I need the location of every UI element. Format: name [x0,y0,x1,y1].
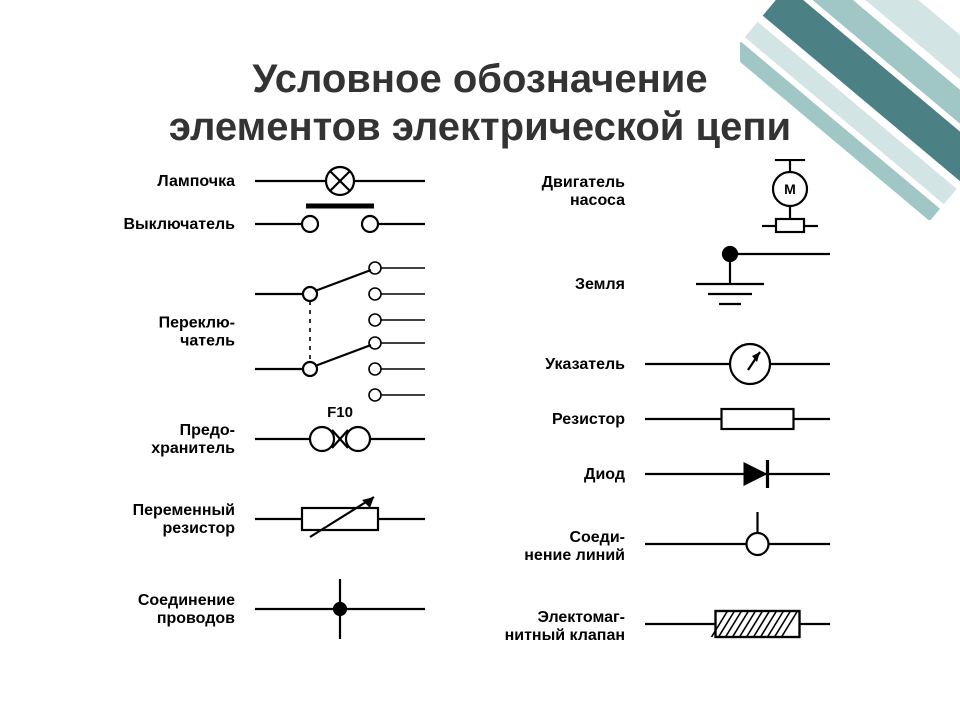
svg-text:Соеди-: Соеди- [569,529,625,546]
svg-text:хранитель: хранитель [151,440,235,457]
slide-title-line2: элементов электрической цепи [169,105,791,149]
symbol-motor: Двигательнасоса М [542,159,818,232]
symbol-var-resistor: Переменныйрезистор [133,497,425,537]
svg-text:Земля: Земля [575,276,625,293]
slide-title-line1: Условное обозначение [252,57,707,101]
svg-text:Электомаг-: Электомаг- [537,609,625,626]
svg-text:Лампочка: Лампочка [157,173,235,190]
symbol-line-connection: Соеди-нение линий [524,512,830,564]
svg-text:Двигатель: Двигатель [542,174,626,191]
svg-text:Указатель: Указатель [545,356,625,373]
svg-text:чатель: чатель [180,333,235,350]
circuit-symbols-figure: ЛампочкаВыключательПереклю-чательПредо-х… [70,159,890,689]
svg-text:Предо-: Предо- [180,422,235,439]
svg-text:нение линий: нение линий [524,547,625,564]
svg-text:М: М [784,181,796,197]
svg-text:нитный клапан: нитный клапан [505,627,625,644]
svg-text:Резистор: Резистор [552,411,625,428]
svg-text:Диод: Диод [584,466,625,483]
svg-text:насоса: насоса [570,192,625,209]
symbol-resistor: Резистор [552,409,830,429]
symbol-indicator: Указатель [545,344,830,384]
slide-title: Условное обозначение элементов электриче… [0,0,960,151]
svg-text:проводов: проводов [157,610,235,627]
svg-text:Переменный: Переменный [133,502,235,519]
symbol-selector: Переклю-чатель [159,262,425,401]
svg-text:Выключатель: Выключатель [123,216,235,233]
svg-text:Соединение: Соединение [138,592,235,609]
symbol-solenoid-valve: Электомаг-нитный клапан [505,609,830,644]
symbol-lamp: Лампочка [157,167,425,195]
symbol-switch: Выключатель [123,206,425,233]
svg-text:резистор: резистор [162,520,235,537]
symbol-ground: Земля [575,247,830,304]
symbol-wire-junction: Соединениепроводов [138,579,425,639]
svg-text:F10: F10 [327,404,353,421]
symbol-diode: Диод [584,460,830,488]
symbol-fuse: Предо-хранитель F10 [151,404,425,457]
svg-text:Переклю-: Переклю- [159,315,235,332]
